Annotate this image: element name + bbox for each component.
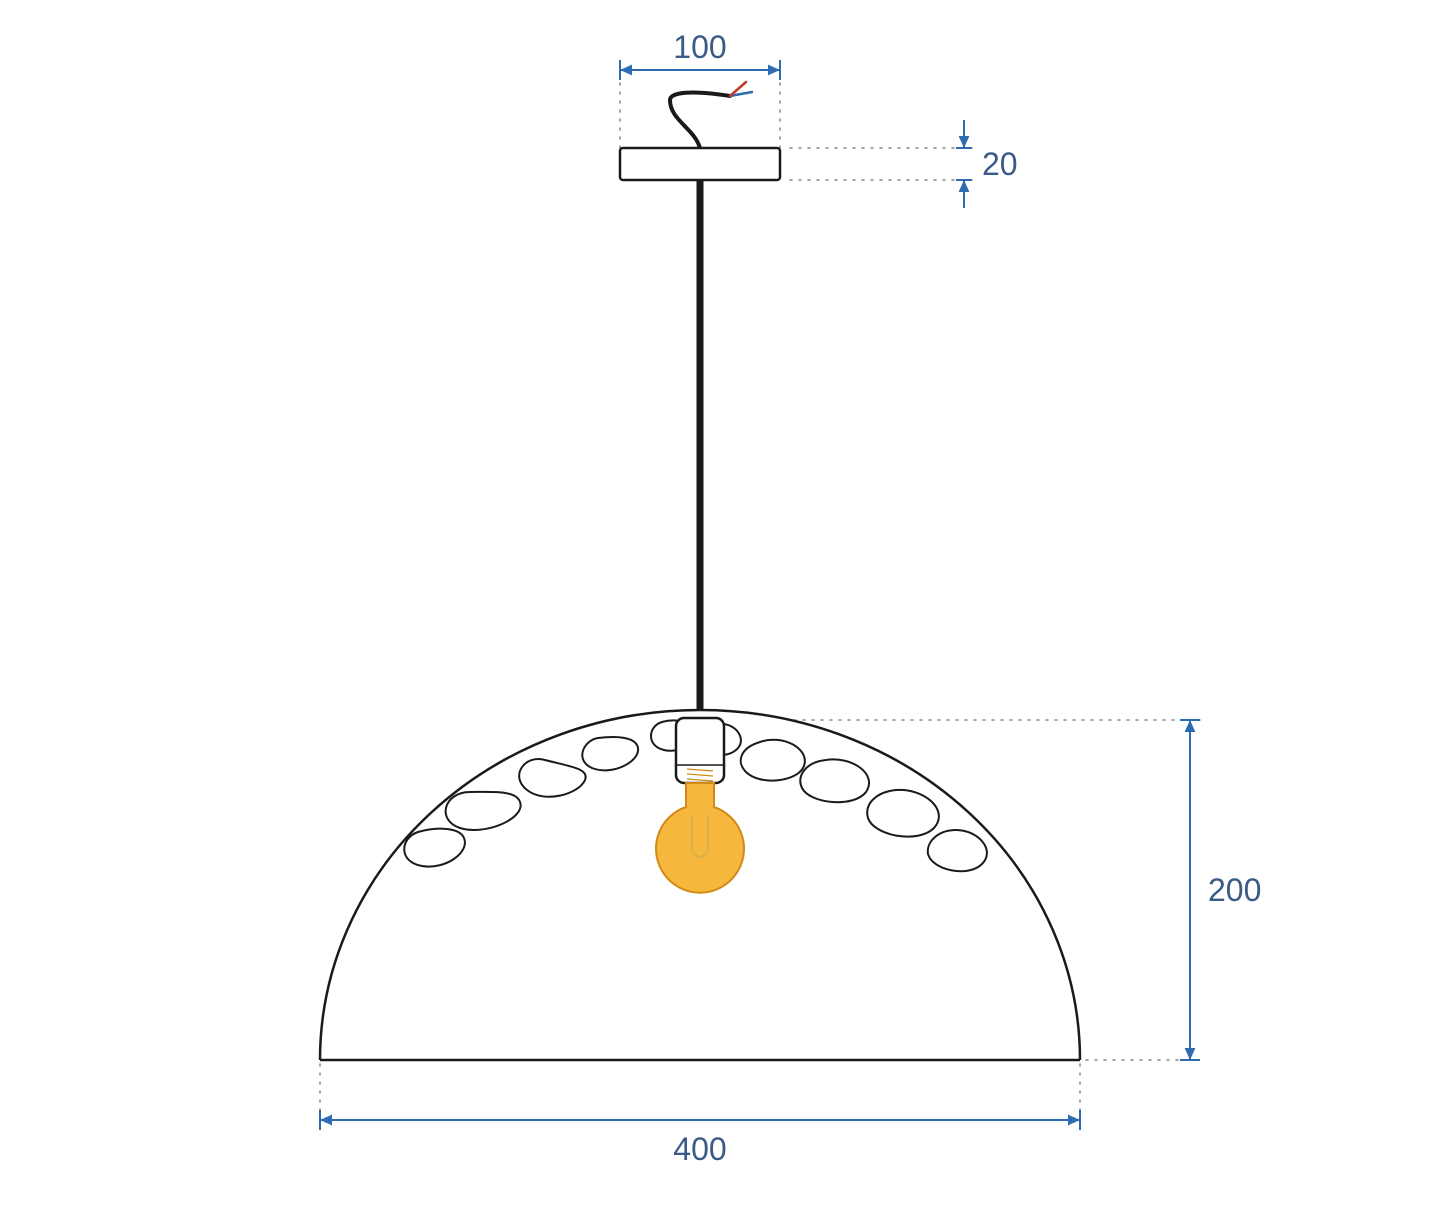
lamp-dimension-diagram: 100 20 200 400: [0, 0, 1445, 1231]
power-cable: [670, 93, 730, 148]
pendant-cord: [697, 180, 704, 720]
dimension-label: 100: [673, 29, 726, 65]
ceiling-canopy: [620, 148, 780, 180]
dimension-label: 200: [1208, 872, 1261, 908]
dimension-label: 400: [673, 1131, 726, 1167]
bulb-socket: [676, 718, 724, 783]
dimension-label: 20: [982, 146, 1018, 182]
